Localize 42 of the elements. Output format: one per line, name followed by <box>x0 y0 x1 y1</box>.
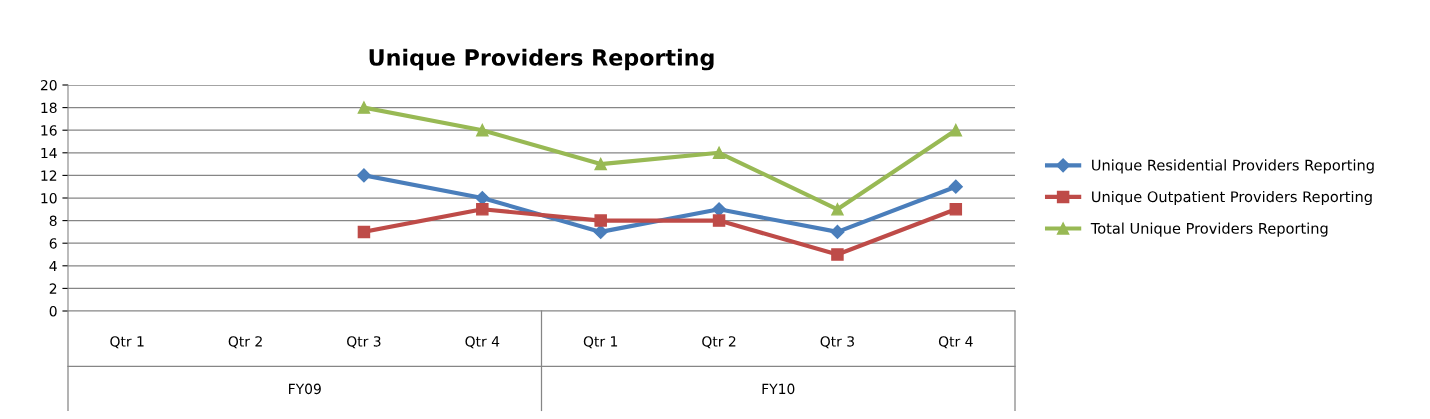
legend-label: Unique Outpatient Providers Reporting <box>1092 190 1372 206</box>
y-tick-label: 12 <box>41 170 57 181</box>
point <box>476 203 489 216</box>
point <box>830 224 845 239</box>
point <box>357 101 371 114</box>
point <box>949 203 963 216</box>
point <box>711 202 727 217</box>
x-tick-label: Qtr 4 <box>465 336 500 349</box>
text: FY10 <box>762 383 795 395</box>
point <box>831 248 844 261</box>
y-tick-label: 18 <box>41 102 57 114</box>
point <box>594 214 607 227</box>
point <box>593 224 608 239</box>
y-tick-label: 14 <box>41 147 57 159</box>
legend-label: Unique Residential Providers Reporting <box>1092 159 1374 174</box>
y-tick-label: 20 <box>40 79 57 91</box>
x-tick-label: Qtr 1 <box>110 336 144 349</box>
x-tick-label: Qtr 1 <box>583 336 618 349</box>
text: FY09 <box>289 383 321 395</box>
point <box>949 123 963 137</box>
x-tick-label: Qtr 3 <box>347 336 381 349</box>
point <box>476 123 489 137</box>
point <box>831 203 844 216</box>
x-tick-label: Qtr 3 <box>820 336 854 349</box>
y-tick-label: 4 <box>49 260 57 272</box>
y-tick-label: 0 <box>49 305 57 317</box>
x-tick-label: Qtr 4 <box>938 336 973 349</box>
point <box>712 146 726 160</box>
y-tick-label: 16 <box>41 125 57 136</box>
chart-title: Unique Providers Reporting <box>369 48 714 71</box>
y-tick-label: 2 <box>49 283 57 294</box>
legend-label: Total Unique Providers Reporting <box>1090 222 1328 237</box>
y-tick-label: 6 <box>49 238 57 249</box>
x-tick-label: Qtr 2 <box>228 336 262 349</box>
y-tick-label: 10 <box>41 192 57 204</box>
y-tick-label: 8 <box>49 215 57 227</box>
point <box>948 179 963 194</box>
x-tick-label: Qtr 2 <box>702 336 736 349</box>
point <box>712 214 726 227</box>
point <box>356 168 372 183</box>
point <box>357 225 371 239</box>
point <box>594 157 607 171</box>
